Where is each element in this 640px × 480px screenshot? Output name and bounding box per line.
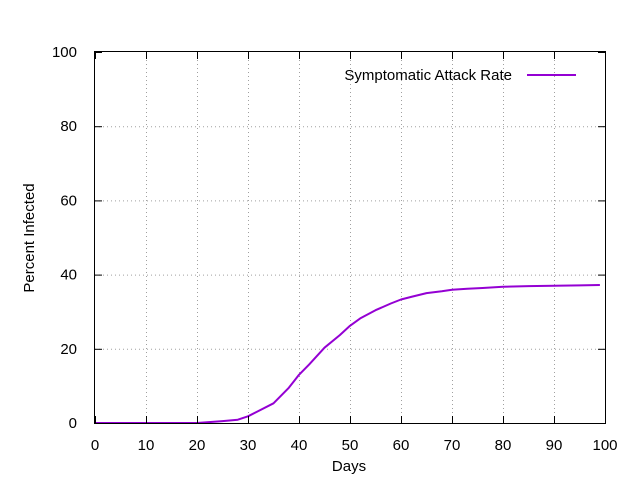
ticks: 0 10 20 30 40 50 60 70 80 90 100 0 20 40 60 80 100 <box>52 44 618 454</box>
x-tick-label: 60 <box>393 437 410 454</box>
y-tick-label: 60 <box>60 192 77 209</box>
y-tick-label: 100 <box>52 44 77 61</box>
y-tick-label: 80 <box>60 118 77 135</box>
x-tick-label: 40 <box>291 437 308 454</box>
series-layer <box>95 284 600 424</box>
legend: Symptomatic Attack Rate <box>344 67 576 84</box>
y-axis-label: Percent Infected <box>21 183 38 292</box>
x-tick-label: 70 <box>444 437 461 454</box>
x-tick-label: 50 <box>342 437 359 454</box>
x-tick-label: 20 <box>189 437 206 454</box>
x-tick-label: 30 <box>240 437 257 454</box>
y-tick-label: 0 <box>69 415 77 432</box>
x-tick-label: 90 <box>546 437 563 454</box>
legend-label: Symptomatic Attack Rate <box>344 67 512 84</box>
y-tick-label: 20 <box>60 341 77 358</box>
grid <box>95 52 605 423</box>
series-line <box>95 284 600 424</box>
x-tick-label: 10 <box>138 437 155 454</box>
x-tick-label: 0 <box>91 437 99 454</box>
x-tick-label: 80 <box>495 437 512 454</box>
plot-frame <box>94 51 606 424</box>
x-axis-label: Days <box>332 458 366 475</box>
x-tick-label: 100 <box>592 437 617 454</box>
y-tick-label: 40 <box>60 267 77 284</box>
